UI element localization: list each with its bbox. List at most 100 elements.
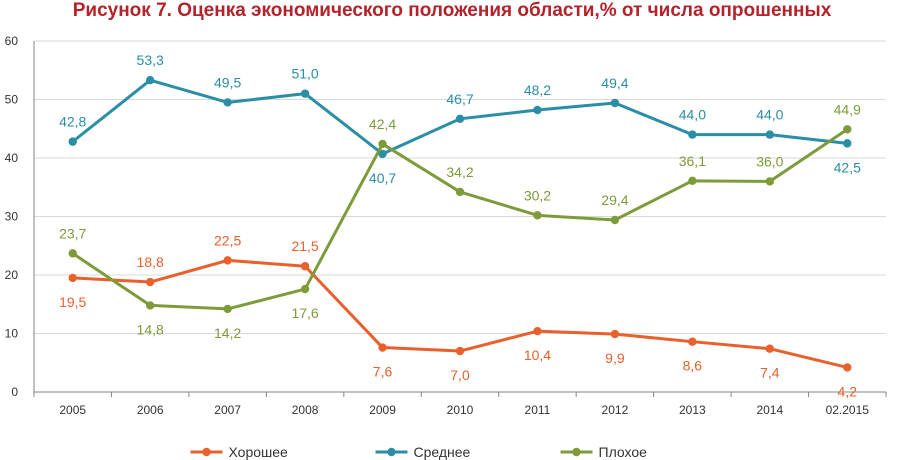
data-point	[610, 98, 620, 108]
data-point	[145, 75, 155, 85]
y-tick-label: 60	[5, 34, 19, 48]
data-point	[610, 329, 620, 339]
x-tick-label: 02.2015	[826, 403, 870, 417]
data-point	[843, 363, 852, 372]
y-tick-label: 20	[5, 268, 19, 282]
data-label: 14,2	[214, 325, 241, 341]
data-point	[610, 215, 620, 225]
legend-label: Плохое	[599, 444, 648, 460]
data-label: 36,1	[679, 153, 706, 169]
data-label: 44,0	[756, 107, 783, 123]
data-labels: 19,5 18,8 22,5 21,5 7,6 7,0 10,4 9,9 8,6 7,4 4,2 42…	[59, 52, 861, 399]
x-tick-label: 2006	[137, 403, 164, 417]
data-point	[68, 273, 77, 283]
data-point	[300, 262, 310, 271]
data-label: 10,4	[524, 347, 551, 363]
data-point	[765, 130, 775, 139]
y-tick-label: 50	[5, 93, 19, 107]
data-label: 46,7	[446, 91, 473, 107]
data-label: 49,4	[601, 75, 628, 91]
data-label: 7,0	[450, 367, 470, 383]
data-point	[533, 211, 542, 220]
grid-lines	[34, 40, 886, 334]
y-tick-label: 40	[5, 151, 19, 165]
series-group	[68, 75, 852, 372]
data-label: 48,2	[524, 82, 551, 98]
data-point	[455, 346, 465, 356]
data-point	[145, 301, 155, 310]
data-label: 4,2	[838, 383, 858, 399]
axes: 0 10 20 30 40 50 60 2005 2006 2007 2008 2009 2010 201…	[5, 34, 887, 417]
data-point	[765, 344, 775, 353]
data-point	[378, 139, 387, 149]
data-point	[455, 114, 465, 124]
legend-label: Хорошее	[229, 444, 289, 460]
data-point	[378, 149, 387, 159]
data-label: 21,5	[291, 238, 318, 254]
data-label: 44,0	[679, 107, 706, 123]
x-tick-label: 2010	[447, 403, 474, 417]
x-tick-label: 2005	[59, 403, 86, 417]
legend-item: Хорошее	[190, 444, 289, 460]
data-label: 17,6	[291, 305, 318, 321]
data-point	[765, 177, 775, 186]
data-label: 29,4	[601, 192, 628, 208]
data-point	[843, 125, 852, 134]
data-label: 36,0	[756, 153, 783, 169]
data-point	[223, 304, 232, 314]
data-point	[223, 98, 232, 107]
data-point	[455, 187, 465, 197]
data-label: 53,3	[137, 52, 164, 68]
data-point	[688, 130, 697, 139]
x-tick-label: 2014	[756, 403, 783, 417]
legend-item: Среднее	[375, 444, 471, 460]
data-point	[688, 337, 697, 346]
data-label: 34,2	[446, 164, 473, 180]
y-tick-label: 30	[5, 210, 19, 224]
legend-item: Плохое	[560, 444, 648, 460]
data-label: 40,7	[369, 170, 396, 186]
data-label: 7,6	[373, 364, 393, 380]
data-label: 42,8	[59, 114, 86, 130]
series-line	[71, 128, 849, 311]
y-tick-label: 0	[11, 385, 18, 399]
x-tick-label: 2009	[369, 403, 396, 417]
data-point	[688, 176, 697, 186]
data-point	[843, 139, 852, 148]
data-label: 42,5	[834, 159, 861, 175]
legend: Хорошее Среднее Плохое	[190, 444, 648, 460]
data-label: 44,9	[834, 101, 861, 117]
legend-label: Среднее	[414, 444, 471, 460]
data-point	[68, 137, 77, 146]
data-point	[533, 105, 542, 115]
legend-swatch-marker	[572, 447, 581, 457]
data-label: 49,5	[214, 74, 241, 90]
y-tick-label: 10	[5, 327, 19, 341]
x-tick-label: 2008	[292, 403, 319, 417]
data-label: 30,2	[524, 187, 551, 203]
data-point	[145, 277, 155, 287]
data-label: 51,0	[291, 66, 318, 82]
data-label: 9,9	[605, 350, 625, 366]
data-point	[300, 89, 310, 98]
legend-swatch-marker	[202, 447, 211, 457]
data-label: 23,7	[59, 225, 86, 241]
data-point	[378, 343, 387, 352]
data-label: 7,4	[760, 365, 780, 381]
data-point	[68, 249, 77, 258]
x-tick-label: 2007	[214, 403, 241, 417]
legend-swatch-marker	[387, 447, 396, 457]
x-tick-label: 2012	[602, 403, 629, 417]
data-point	[300, 284, 310, 294]
data-point	[533, 326, 542, 336]
x-tick-label: 2011	[525, 403, 551, 417]
data-label: 18,8	[137, 254, 164, 270]
data-label: 42,4	[369, 116, 396, 132]
chart-title: Рисунок 7. Оценка экономического положен…	[72, 0, 832, 21]
data-label: 8,6	[683, 358, 703, 374]
data-label: 19,5	[59, 294, 86, 310]
x-tick-label: 2013	[679, 403, 706, 417]
data-label: 14,8	[137, 321, 164, 337]
data-label: 22,5	[214, 232, 241, 248]
